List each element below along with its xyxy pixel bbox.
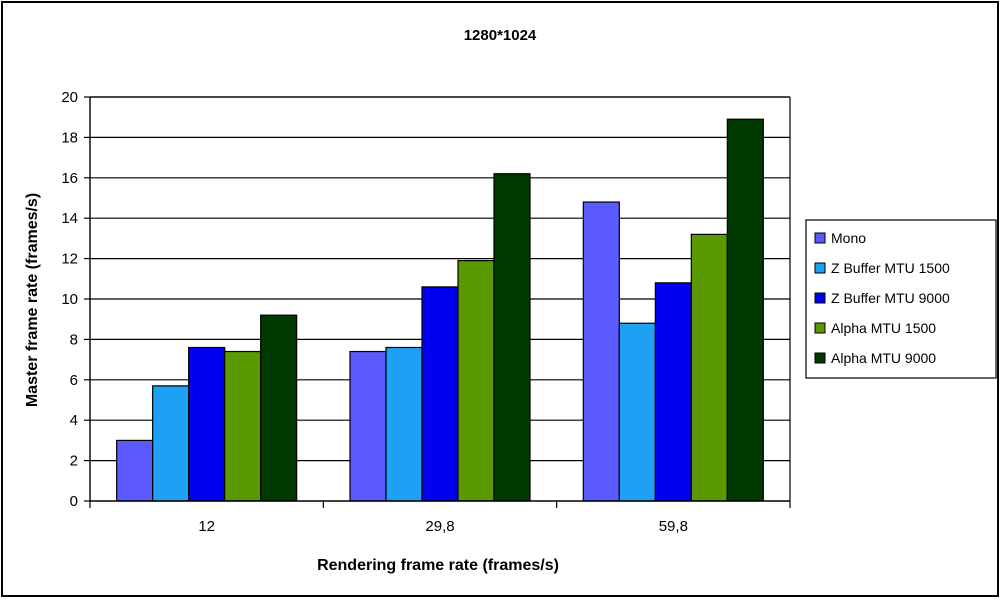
bar-z-buffer-mtu-1500-2 xyxy=(618,322,656,502)
y-tick-labels: 0 2 4 6 8 10 12 14 16 18 20 xyxy=(61,89,90,510)
legend-swatch xyxy=(814,262,826,274)
bar-alpha-mtu-1500-1 xyxy=(457,260,495,502)
x-tick-label: 59,8 xyxy=(659,518,688,535)
x-tick-label: 29,8 xyxy=(425,518,454,535)
legend-label: Z Buffer MTU 1500 xyxy=(831,260,950,276)
bars xyxy=(116,118,764,502)
y-tick-label: 8 xyxy=(70,331,78,348)
legend-label: Alpha MTU 9000 xyxy=(831,350,936,366)
legend-swatch xyxy=(814,292,826,304)
y-tick-label: 20 xyxy=(61,89,78,106)
bar-mono-0 xyxy=(116,439,154,502)
legend: Mono Z Buffer MTU 1500 Z Buffer MTU 9000 Al… xyxy=(805,219,997,379)
bar-z-buffer-mtu-9000-1 xyxy=(421,286,459,502)
legend-swatch xyxy=(814,352,826,364)
y-tick-label: 10 xyxy=(61,291,78,308)
y-tick-label: 16 xyxy=(61,170,78,187)
y-tick-label: 2 xyxy=(70,453,78,470)
y-tick-label: 14 xyxy=(61,210,78,227)
bar-mono-1 xyxy=(349,350,387,502)
bar-z-buffer-mtu-1500-0 xyxy=(152,385,190,502)
bar-z-buffer-mtu-9000-2 xyxy=(654,282,692,502)
y-tick-label: 4 xyxy=(70,412,78,429)
legend-label: Z Buffer MTU 9000 xyxy=(831,290,950,306)
y-tick-label: 12 xyxy=(61,251,78,268)
bar-alpha-mtu-1500-2 xyxy=(690,233,728,502)
bar-alpha-mtu-9000-2 xyxy=(726,118,764,502)
bar-z-buffer-mtu-9000-0 xyxy=(188,346,226,502)
chart-title: 1280*1024 xyxy=(464,27,537,44)
y-tick-label: 6 xyxy=(70,372,78,389)
x-tick-labels: 12 29,8 59,8 xyxy=(89,501,791,535)
x-tick-label: 12 xyxy=(198,518,215,535)
legend-swatch xyxy=(814,322,826,334)
y-tick-label: 18 xyxy=(61,129,78,146)
bar-mono-2 xyxy=(582,201,620,502)
legend-label: Alpha MTU 1500 xyxy=(831,320,936,336)
legend-box xyxy=(805,219,997,379)
y-axis-title: Master frame rate (frames/s) xyxy=(24,193,41,407)
bar-alpha-mtu-9000-0 xyxy=(260,314,298,502)
y-tick-label: 0 xyxy=(70,493,78,510)
bar-z-buffer-mtu-1500-1 xyxy=(385,346,423,502)
x-axis-title: Rendering frame rate (frames/s) xyxy=(317,557,559,574)
bar-alpha-mtu-1500-0 xyxy=(224,350,262,502)
bar-alpha-mtu-9000-1 xyxy=(493,173,531,502)
legend-label: Mono xyxy=(831,230,866,246)
legend-swatch xyxy=(814,232,826,244)
